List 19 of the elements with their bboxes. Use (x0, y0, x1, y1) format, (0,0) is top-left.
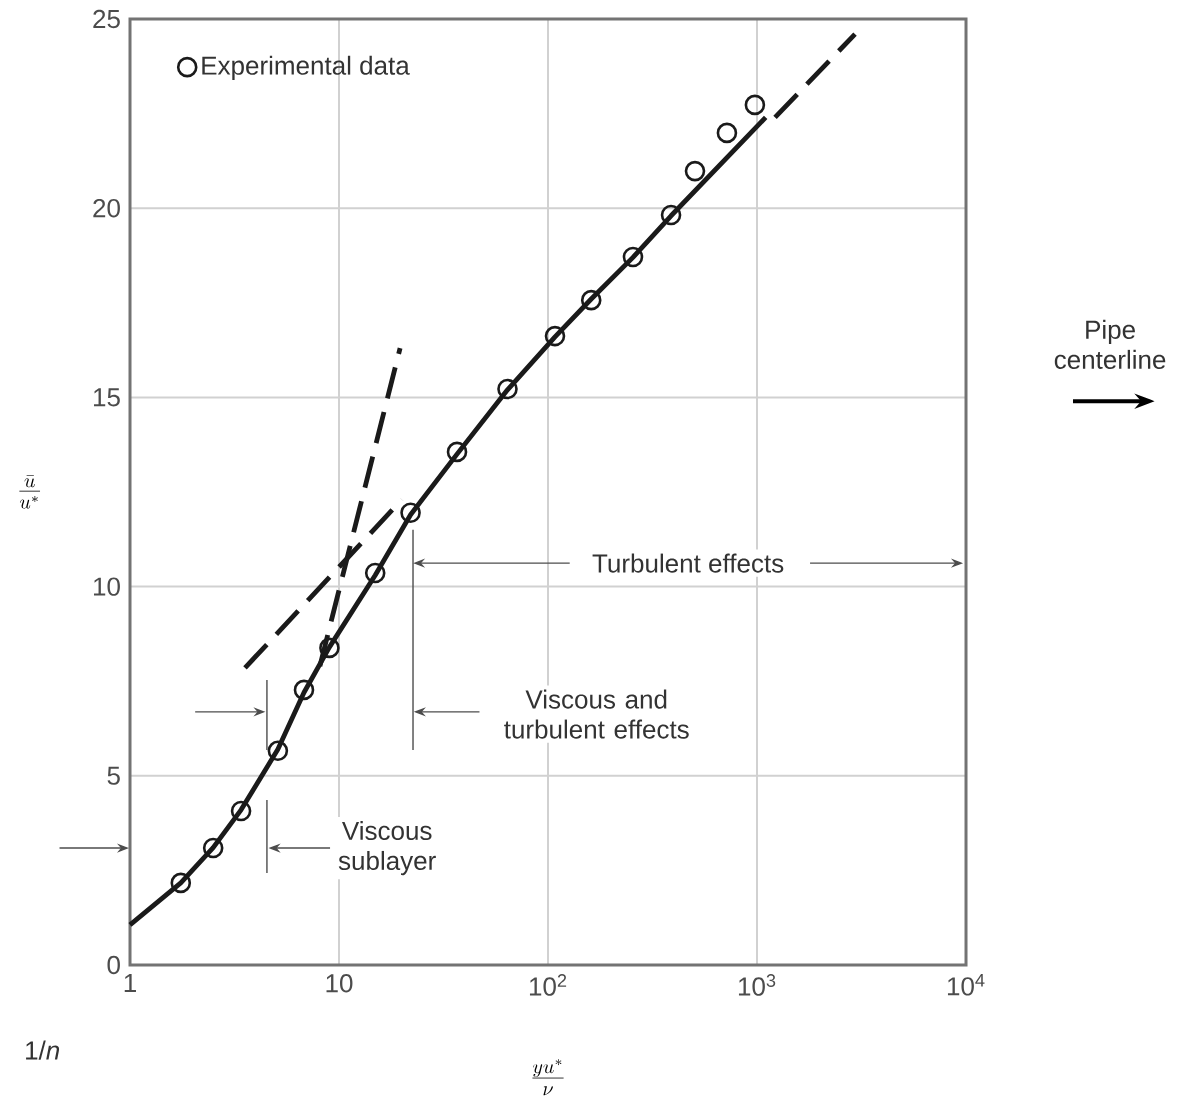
x-tick-label: 10$^{2}$ (529, 974, 567, 996)
y-tick-label: 10 (94, 577, 120, 596)
x-axis-title: $\frac{yu^*}{\nu}$ (532, 1059, 564, 1096)
x-tick-label: 10 (326, 974, 353, 993)
text: 1/n (26, 1040, 60, 1060)
y-tick-label: 25 (93, 9, 120, 29)
y-tick-label: 5 (107, 766, 120, 785)
x-tick-label: 1 (124, 974, 136, 992)
x-tick-label: 10$^{4}$ (947, 974, 985, 996)
y-axis-title: $\frac{\bar{u}}{u^*}$ (19, 475, 41, 509)
text: Pipe centerline (1054, 319, 1166, 369)
y-tick-label: 0 (107, 955, 120, 975)
legend-label: Experimental data (202, 55, 410, 81)
annotation: Viscous and turbulent effects (504, 689, 689, 739)
annotation: Viscous sublayer (338, 820, 436, 876)
annotation: Turbulent effects (592, 553, 784, 573)
y-tick-label: 20 (93, 198, 120, 218)
x-tick-label: 10$^{3}$ (738, 974, 776, 996)
y-tick-label: 15 (94, 388, 120, 407)
